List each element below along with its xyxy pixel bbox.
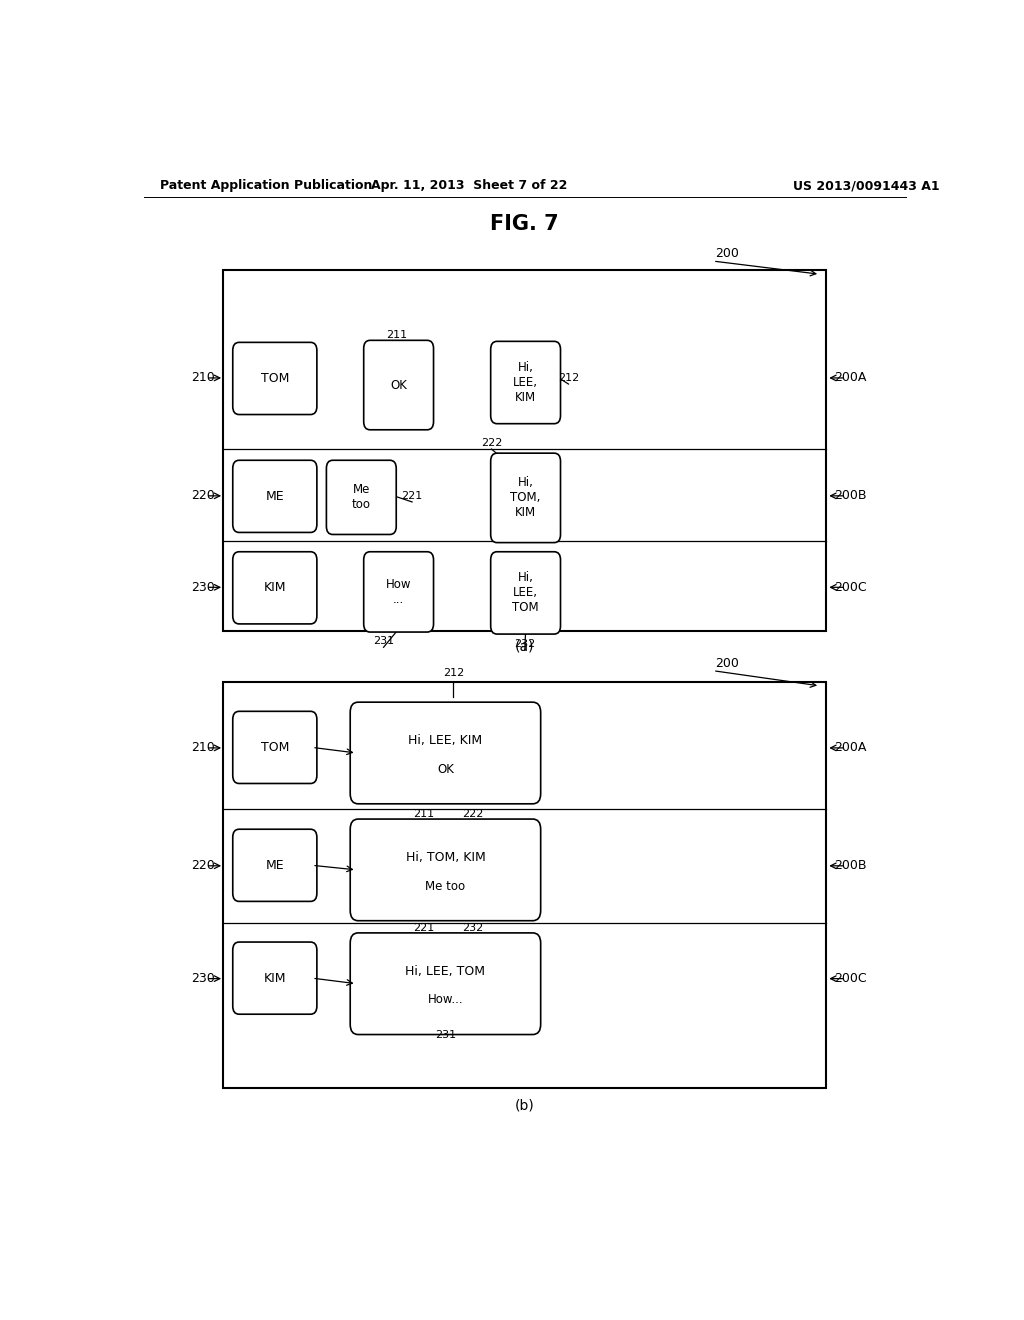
Text: 231: 231 (373, 636, 394, 647)
Text: FIG. 7: FIG. 7 (490, 214, 559, 235)
Text: US 2013/0091443 A1: US 2013/0091443 A1 (793, 180, 939, 193)
Text: 200B: 200B (834, 490, 866, 503)
Text: 212: 212 (442, 668, 464, 677)
Text: 231: 231 (435, 1030, 456, 1040)
Text: How
...: How ... (386, 578, 412, 606)
Text: KIM: KIM (263, 581, 286, 594)
FancyBboxPatch shape (350, 702, 541, 804)
Text: 200C: 200C (834, 972, 866, 985)
Text: Hi,
TOM,
KIM: Hi, TOM, KIM (510, 477, 541, 519)
Text: 200A: 200A (834, 742, 866, 755)
Text: 222: 222 (463, 809, 484, 818)
Text: TOM: TOM (261, 372, 289, 385)
Text: 232: 232 (463, 923, 484, 933)
FancyBboxPatch shape (490, 552, 560, 634)
Text: Me
too: Me too (352, 483, 371, 511)
FancyBboxPatch shape (350, 933, 541, 1035)
FancyBboxPatch shape (232, 711, 316, 784)
FancyBboxPatch shape (232, 942, 316, 1014)
Text: 200C: 200C (834, 581, 866, 594)
Text: (b): (b) (515, 1098, 535, 1113)
Text: Apr. 11, 2013  Sheet 7 of 22: Apr. 11, 2013 Sheet 7 of 22 (371, 180, 567, 193)
Text: ME: ME (265, 490, 284, 503)
FancyBboxPatch shape (232, 829, 316, 902)
Text: 200B: 200B (834, 859, 866, 873)
Bar (223, 271, 826, 631)
FancyBboxPatch shape (327, 461, 396, 535)
Text: TOM: TOM (261, 741, 289, 754)
FancyBboxPatch shape (364, 341, 433, 430)
Text: Hi, LEE, TOM: Hi, LEE, TOM (406, 965, 485, 978)
FancyBboxPatch shape (232, 461, 316, 532)
Text: 210: 210 (191, 371, 215, 384)
Text: How...: How... (428, 994, 463, 1006)
Text: 212: 212 (558, 374, 580, 383)
Text: 222: 222 (481, 438, 502, 447)
Text: Me too: Me too (425, 879, 466, 892)
Text: 232: 232 (514, 639, 536, 649)
Text: 200: 200 (715, 657, 739, 671)
Text: 200: 200 (715, 247, 739, 260)
Text: (a): (a) (515, 639, 535, 653)
FancyBboxPatch shape (364, 552, 433, 632)
Text: 230: 230 (191, 581, 215, 594)
FancyBboxPatch shape (232, 342, 316, 414)
Text: KIM: KIM (263, 972, 286, 985)
Text: 211: 211 (386, 330, 407, 341)
Text: Hi,
LEE,
TOM: Hi, LEE, TOM (512, 572, 539, 614)
FancyBboxPatch shape (490, 453, 560, 543)
FancyBboxPatch shape (232, 552, 316, 624)
Text: Hi, TOM, KIM: Hi, TOM, KIM (406, 851, 485, 865)
Text: ME: ME (265, 859, 284, 871)
Text: 220: 220 (191, 859, 215, 873)
FancyBboxPatch shape (350, 818, 541, 921)
Bar (223, 682, 826, 1089)
Text: OK: OK (390, 379, 408, 392)
FancyBboxPatch shape (490, 342, 560, 424)
Text: Hi, LEE, KIM: Hi, LEE, KIM (409, 734, 482, 747)
Text: Hi,
LEE,
KIM: Hi, LEE, KIM (513, 360, 538, 404)
Text: 221: 221 (401, 491, 423, 500)
Text: 200A: 200A (834, 371, 866, 384)
Text: OK: OK (437, 763, 454, 776)
Text: Patent Application Publication: Patent Application Publication (160, 180, 372, 193)
Text: 230: 230 (191, 972, 215, 985)
Text: 210: 210 (191, 742, 215, 755)
Text: 220: 220 (191, 490, 215, 503)
Text: 211: 211 (414, 809, 434, 818)
Text: 221: 221 (414, 923, 434, 933)
